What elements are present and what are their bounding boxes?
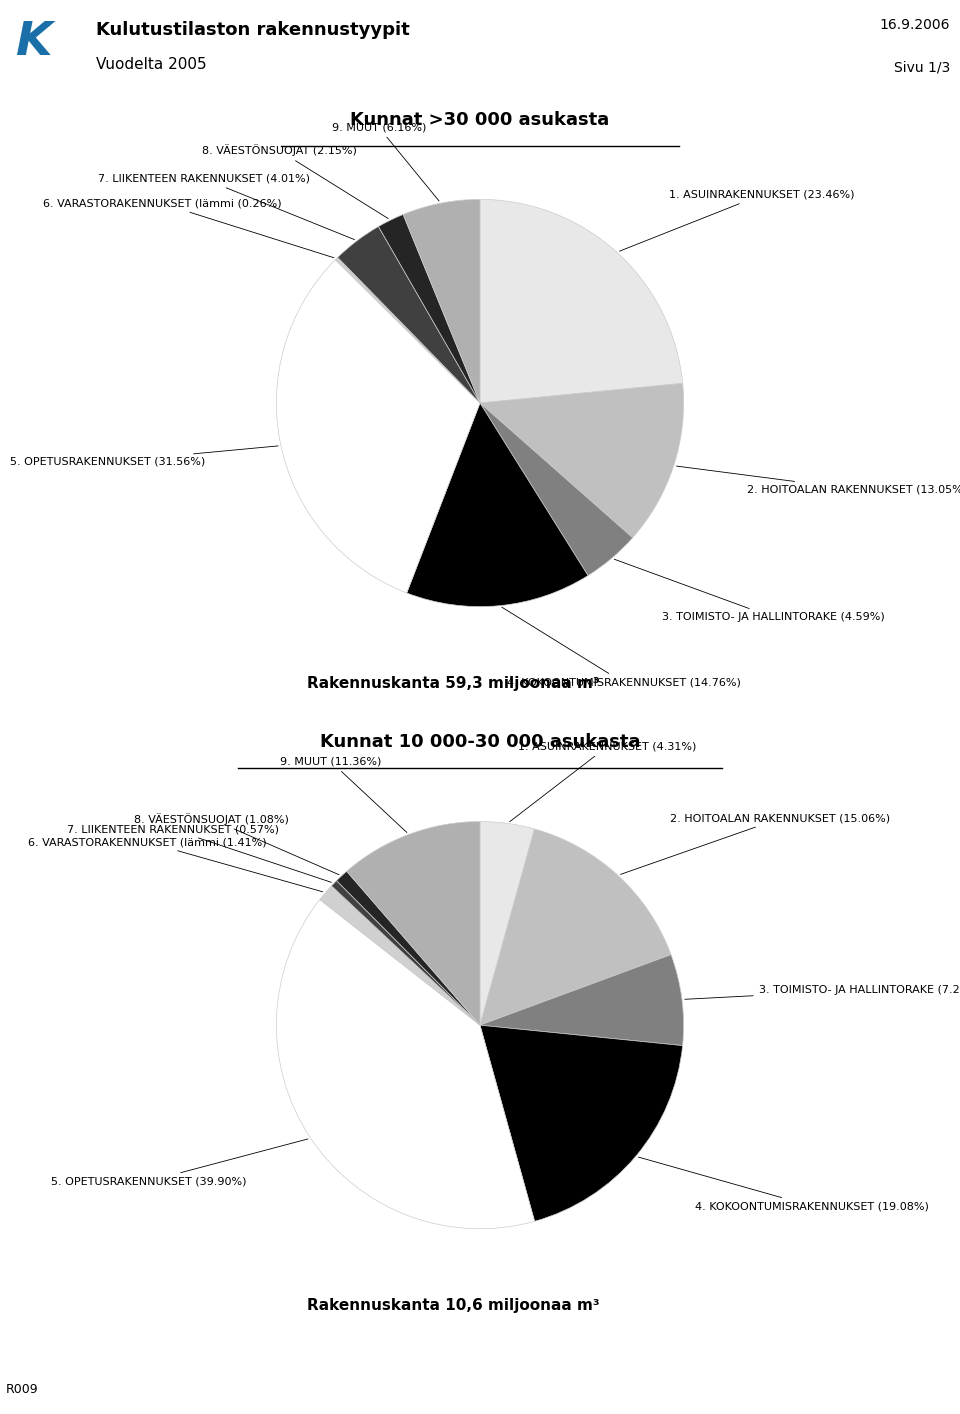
Text: 2. HOITOALAN RAKENNUKSET (15.06%): 2. HOITOALAN RAKENNUKSET (15.06%) (620, 813, 891, 874)
Wedge shape (320, 885, 480, 1025)
Wedge shape (480, 199, 683, 403)
Text: 5. OPETUSRAKENNUKSET (31.56%): 5. OPETUSRAKENNUKSET (31.56%) (10, 445, 278, 467)
Wedge shape (480, 383, 684, 537)
Wedge shape (480, 1025, 683, 1222)
Text: 4. KOKOONTUMISRAKENNUKSET (19.08%): 4. KOKOONTUMISRAKENNUKSET (19.08%) (638, 1157, 928, 1212)
Text: 3. TOIMISTO- JA HALLINTORAKE (7.23%): 3. TOIMISTO- JA HALLINTORAKE (7.23%) (684, 984, 960, 1000)
Text: R009: R009 (6, 1383, 38, 1396)
Wedge shape (347, 822, 480, 1025)
Text: 4. KOKOONTUMISRAKENNUKSET (14.76%): 4. KOKOONTUMISRAKENNUKSET (14.76%) (502, 607, 741, 687)
Wedge shape (276, 260, 480, 592)
Wedge shape (480, 829, 671, 1025)
Text: Kulutustilaston rakennustyypit: Kulutustilaston rakennustyypit (96, 21, 410, 40)
Text: 9. MUUT (11.36%): 9. MUUT (11.36%) (280, 756, 407, 833)
Text: Rakennuskanta 10,6 miljoonaa m³: Rakennuskanta 10,6 miljoonaa m³ (307, 1298, 600, 1314)
Text: 9. MUUT (6.16%): 9. MUUT (6.16%) (331, 122, 439, 201)
Wedge shape (335, 257, 480, 403)
Text: K: K (16, 20, 53, 65)
Text: 16.9.2006: 16.9.2006 (880, 17, 950, 31)
Text: Sivu 1/3: Sivu 1/3 (894, 59, 950, 74)
Wedge shape (480, 403, 633, 575)
Wedge shape (480, 954, 684, 1045)
Text: 7. LIIKENTEEN RAKENNUKSET (4.01%): 7. LIIKENTEEN RAKENNUKSET (4.01%) (98, 174, 354, 239)
Wedge shape (276, 899, 535, 1229)
Wedge shape (407, 403, 588, 607)
Text: Kunnat >30 000 asukasta: Kunnat >30 000 asukasta (350, 110, 610, 129)
Text: 7. LIIKENTEEN RAKENNUKSET (0.57%): 7. LIIKENTEEN RAKENNUKSET (0.57%) (66, 824, 331, 882)
Wedge shape (337, 871, 480, 1025)
Wedge shape (403, 199, 480, 403)
Text: 8. VÄESTÖNSUOJAT (2.15%): 8. VÄESTÖNSUOJAT (2.15%) (202, 144, 388, 219)
Text: Rakennuskanta 59,3 miljoonaa m³: Rakennuskanta 59,3 miljoonaa m³ (307, 676, 600, 691)
Text: 6. VARASTORAKENNUKSET (lämmi (0.26%): 6. VARASTORAKENNUKSET (lämmi (0.26%) (43, 199, 334, 257)
Text: Kunnat 10 000-30 000 asukasta: Kunnat 10 000-30 000 asukasta (320, 732, 640, 751)
Text: 2. HOITOALAN RAKENNUKSET (13.05%): 2. HOITOALAN RAKENNUKSET (13.05%) (677, 467, 960, 495)
Text: Vuodelta 2005: Vuodelta 2005 (96, 57, 206, 72)
Wedge shape (338, 226, 480, 403)
Text: 1. ASUINRAKENNUKSET (23.46%): 1. ASUINRAKENNUKSET (23.46%) (619, 189, 854, 252)
Text: 5. OPETUSRAKENNUKSET (39.90%): 5. OPETUSRAKENNUKSET (39.90%) (51, 1138, 308, 1186)
Text: 1. ASUINRAKENNUKSET (4.31%): 1. ASUINRAKENNUKSET (4.31%) (510, 742, 696, 822)
Text: 8. VÄESTÖNSUOJAT (1.08%): 8. VÄESTÖNSUOJAT (1.08%) (134, 813, 339, 875)
Wedge shape (480, 822, 535, 1025)
Text: 6. VARASTORAKENNUKSET (lämmi (1.41%): 6. VARASTORAKENNUKSET (lämmi (1.41%) (28, 837, 323, 892)
Wedge shape (331, 881, 480, 1025)
Text: 3. TOIMISTO- JA HALLINTORAKE (4.59%): 3. TOIMISTO- JA HALLINTORAKE (4.59%) (614, 559, 884, 622)
Wedge shape (378, 215, 480, 403)
